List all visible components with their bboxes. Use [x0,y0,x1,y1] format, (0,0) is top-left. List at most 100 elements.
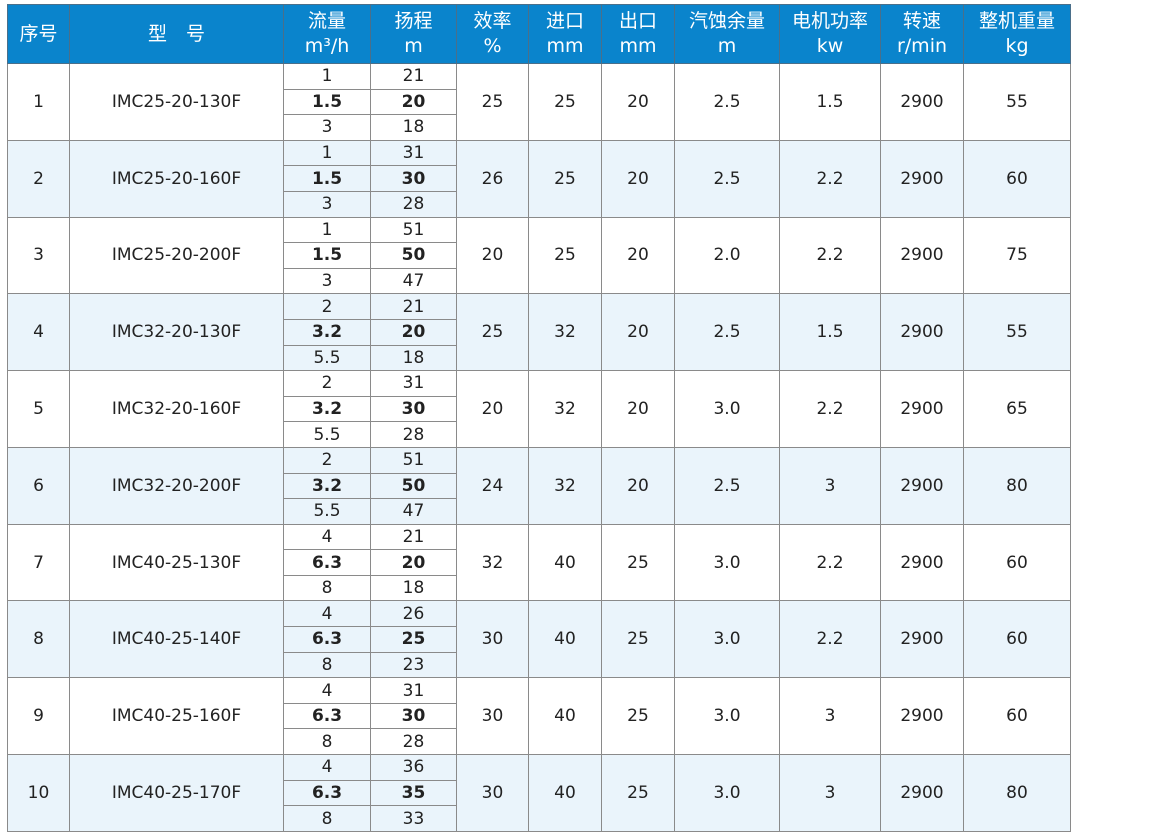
cell-head: 18 [370,574,457,602]
table-row: 3 IMC25-20-200F 1 51 20 25 20 2.0 2.2 2900 75 [7,216,1071,295]
table-row: 7 IMC40-25-130F 4 21 32 40 25 3.0 2.2 2900 60 [7,523,1071,602]
header-label: 转速 [902,10,941,32]
cell-flow: 5.5 [283,498,371,525]
table-row: 8 IMC40-25-140F 4 26 30 40 25 3.0 2.2 2900 60 [7,600,1071,679]
cell-speed: 2900 [880,754,964,832]
cell-flow: 6.3 [283,779,371,807]
cell-flow: 1 [283,216,371,244]
cell-eff: 24 [456,446,529,525]
cell-outlet: 25 [601,523,675,602]
cell-weight: 55 [963,63,1071,141]
header-outlet: 出口 mm [601,4,675,64]
cell-eff: 30 [456,677,529,756]
table-subrow: 3 28 [8,190,1071,218]
cell-head: 18 [370,344,457,372]
cell-outlet: 25 [601,677,675,756]
cell-npsh: 2.5 [674,139,780,218]
cell-flow: 3.2 [283,395,371,423]
header-unit: % [483,35,502,57]
cell-head: 20 [370,549,457,576]
cell-flow: 6.3 [283,549,371,576]
cell-outlet: 20 [601,293,675,372]
cell-weight: 80 [963,446,1071,525]
cell-head: 50 [370,472,457,500]
cell-inlet: 40 [528,677,602,756]
cell-head: 47 [370,267,457,295]
cell-weight: 60 [963,139,1071,218]
table-row: 9 IMC40-25-160F 4 31 30 40 25 3.0 3 2900 60 [7,677,1071,756]
table-subrow: 1.5 20 [8,88,1071,116]
cell-head: 23 [370,651,457,679]
header-power: 电机功率 kw [779,4,881,64]
cell-weight: 60 [963,677,1071,756]
cell-flow: 8 [283,805,371,832]
table-row: 10 IMC40-25-170F 4 36 30 40 25 3.0 3 2900 80 [7,754,1071,832]
cell-no: 7 [7,523,70,602]
cell-outlet: 25 [601,754,675,832]
cell-weight: 60 [963,600,1071,679]
cell-head: 30 [370,395,457,423]
cell-no: 6 [7,446,70,525]
cell-flow: 1.5 [283,242,371,269]
cell-flow: 1 [283,63,371,90]
table-row: 2 IMC25-20-160F 1 31 26 25 20 2.5 2.2 2900 60 [7,139,1071,218]
cell-outlet: 20 [601,216,675,295]
cell-flow: 4 [283,754,371,781]
cell-eff: 25 [456,293,529,372]
cell-power: 1.5 [779,63,881,141]
cell-flow: 3.2 [283,318,371,346]
cell-npsh: 3.0 [674,754,780,832]
cell-power: 2.2 [779,216,881,295]
header-model: 型 号 [69,4,284,64]
header-unit: r/min [896,35,948,57]
cell-model: IMC25-20-200F [69,216,284,295]
cell-power: 3 [779,446,881,525]
table-subrow: 1.5 30 [8,165,1071,192]
table-subrow: 8 33 [8,805,1071,832]
cell-outlet: 20 [601,370,675,448]
cell-outlet: 20 [601,139,675,218]
cell-head: 31 [370,370,457,397]
table-subrow: 3.2 30 [8,395,1071,423]
header-inlet: 进口 mm [528,4,602,64]
cell-flow: 3.2 [283,472,371,500]
cell-inlet: 40 [528,754,602,832]
cell-speed: 2900 [880,293,964,372]
cell-head: 47 [370,498,457,525]
cell-power: 1.5 [779,293,881,372]
cell-head: 18 [370,114,457,141]
cell-weight: 55 [963,293,1071,372]
cell-head: 36 [370,754,457,781]
cell-npsh: 3.0 [674,523,780,602]
cell-model: IMC25-20-160F [69,139,284,218]
cell-flow: 5.5 [283,421,371,448]
cell-flow: 8 [283,574,371,602]
cell-inlet: 32 [528,370,602,448]
cell-flow: 1 [283,139,371,167]
header-label: 汽蚀余量 [688,10,765,32]
table-row: 6 IMC32-20-200F 2 51 24 32 20 2.5 3 2900 80 [7,446,1071,525]
cell-power: 2.2 [779,139,881,218]
cell-model: IMC32-20-200F [69,446,284,525]
header-unit: mm [546,35,584,57]
cell-speed: 2900 [880,600,964,679]
cell-head: 50 [370,242,457,269]
table-subrow: 6.3 20 [8,549,1071,576]
cell-outlet: 20 [601,446,675,525]
cell-outlet: 25 [601,600,675,679]
cell-flow: 8 [283,651,371,679]
header-unit: mm [619,35,657,57]
cell-flow: 3 [283,267,371,295]
cell-npsh: 2.0 [674,216,780,295]
cell-speed: 2900 [880,523,964,602]
cell-head: 25 [370,626,457,653]
cell-eff: 30 [456,600,529,679]
cell-speed: 2900 [880,139,964,218]
cell-no: 4 [7,293,70,372]
cell-no: 10 [7,754,70,832]
header-unit: m [404,35,423,57]
header-label: 型 号 [147,22,205,45]
cell-weight: 75 [963,216,1071,295]
table-subrow: 3.2 20 [8,318,1071,346]
header-row: 序号 型 号 流量 m³/h 扬程 m 效率% 进口 mm 出口 mm 汽蚀余量 m 电机… [7,4,1071,64]
